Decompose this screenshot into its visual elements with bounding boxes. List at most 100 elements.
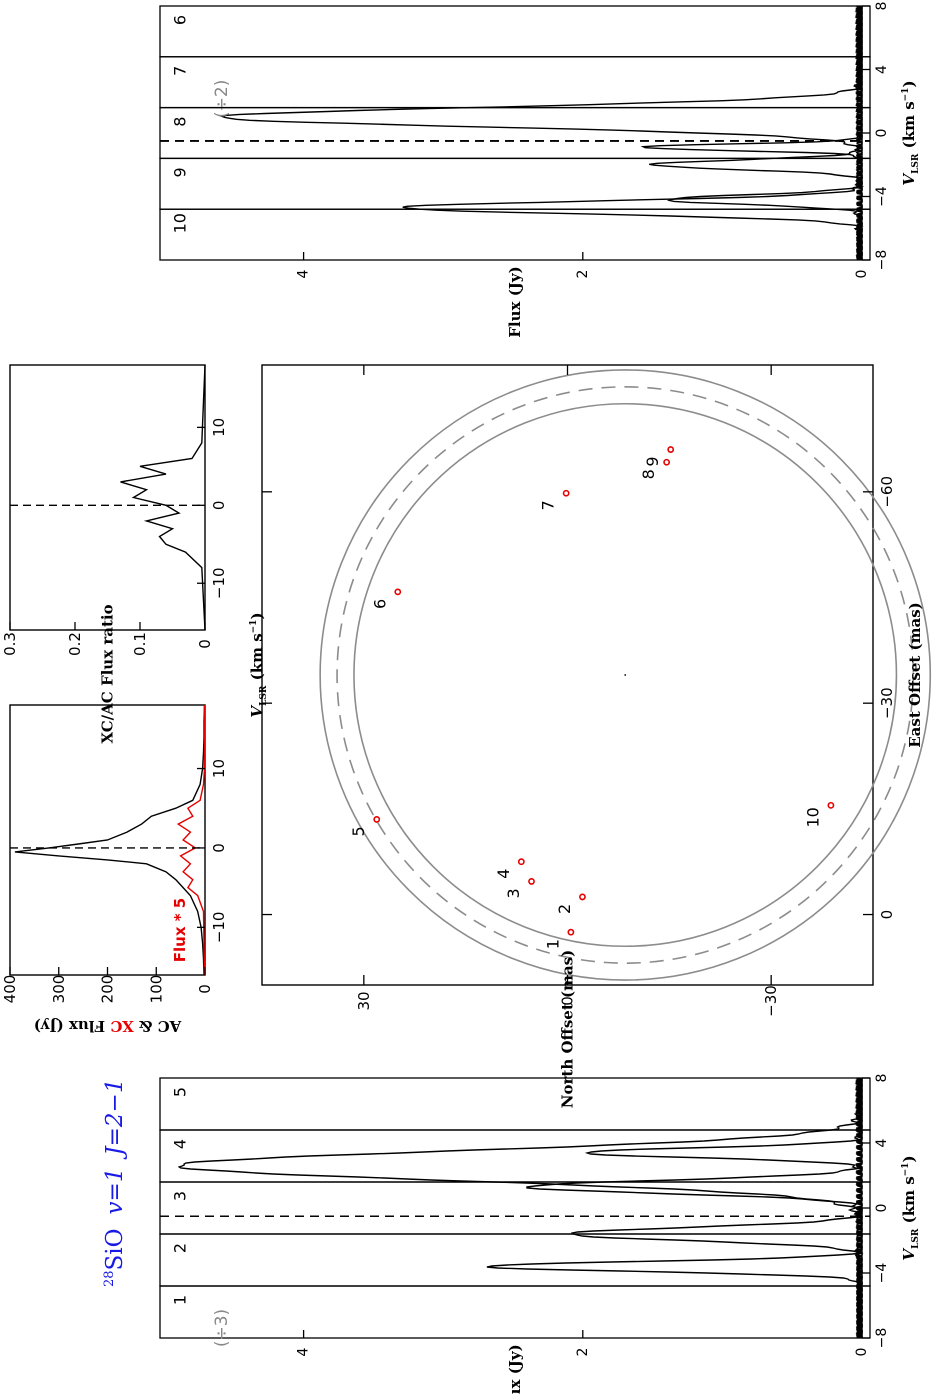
vel-tick-label: 4 bbox=[874, 1138, 890, 1147]
spot-8 bbox=[663, 458, 671, 466]
spot-label-6: 6 bbox=[370, 599, 389, 609]
panel-label-1: 1 bbox=[171, 1295, 190, 1305]
spectrum-panel-5: 5 bbox=[159, 1077, 871, 1339]
maser-spots: 1 2 3 4 5 6 7 8 9 10 bbox=[349, 446, 835, 949]
spectrum-panel-4: 4 bbox=[159, 1078, 871, 1338]
flux-tick-label: 400 bbox=[1, 975, 19, 1004]
panel-label-9: 9 bbox=[171, 167, 190, 177]
spectra-column-right: 6 7 (÷2) 8 9 10 −8 −4 0 4 8 0 2 4 Flux (Jy) VLSR (km s−… bbox=[159, 2, 921, 338]
vel-tick-label: 0 bbox=[874, 1204, 890, 1213]
vel-tick-label: −10 bbox=[210, 567, 228, 599]
spectrum-panel-10: 10 bbox=[159, 5, 871, 261]
spot-label-5: 5 bbox=[349, 826, 368, 836]
north-axis-label: North Offset (mas) bbox=[559, 950, 577, 1108]
panel-frame bbox=[159, 1077, 871, 1131]
spectrum-line bbox=[177, 1077, 863, 1339]
panel-frame bbox=[159, 56, 871, 109]
ratio-tick-label: 0.1 bbox=[131, 632, 149, 656]
panel-label-10: 10 bbox=[171, 213, 190, 233]
spot-label-1: 1 bbox=[543, 939, 562, 949]
figure-title-text: 28SiOv=1J=2−1 bbox=[102, 1079, 128, 1287]
spot-3 bbox=[528, 878, 535, 885]
figure-title: 28SiOv=1J=2−1 bbox=[102, 1079, 128, 1287]
vlsr-axis-label: VLSR (km s−1) bbox=[248, 612, 269, 717]
panel-frame bbox=[159, 1285, 871, 1339]
spectra-column-left-velocity-ticks: −8 −4 0 4 8 bbox=[862, 1074, 890, 1349]
spectra-column-left-flux-ticks: 0 2 4 bbox=[296, 1330, 870, 1356]
flux-tick-label: 0 bbox=[854, 1348, 870, 1357]
vel-tick-label: 4 bbox=[874, 65, 890, 74]
spectrum-line bbox=[402, 5, 864, 261]
spectrum-panel-3: 3 bbox=[159, 1078, 871, 1338]
star-center bbox=[624, 674, 627, 676]
flux-note: Flux * 5 bbox=[171, 898, 189, 962]
spectrum-line bbox=[219, 6, 864, 260]
vel-tick-label: 8 bbox=[874, 1074, 890, 1083]
ratio-tick-label: 0 bbox=[196, 639, 214, 649]
panel-frame bbox=[159, 5, 871, 58]
spot-4 bbox=[517, 858, 525, 866]
spot-label-3: 3 bbox=[504, 888, 523, 898]
spot-9 bbox=[667, 446, 675, 453]
spot-label-10: 10 bbox=[803, 807, 822, 827]
panel-frame bbox=[159, 1181, 871, 1235]
east-axis-label: East Offset (mas) bbox=[906, 602, 924, 748]
flux-tick-label: 300 bbox=[50, 975, 68, 1004]
spot-label-9: 9 bbox=[643, 456, 662, 466]
ratio-panel: 0 0.1 0.2 0.3 −10 0 10 XC/AC Flux ratio VLSR (km… bbox=[1, 364, 269, 744]
flux-tick-label: 200 bbox=[99, 975, 117, 1004]
flux-tick-label: 4 bbox=[296, 1347, 312, 1356]
vlsr-axis-label: VLSR (km s−1) bbox=[900, 1155, 921, 1260]
spot-label-2: 2 bbox=[555, 904, 574, 914]
spectra-column-left: 5 4 3 2 1 (÷3) −8 −4 0 4 8 0 2 4 Flux (Jy) VLSR (km s−1… bbox=[159, 1074, 921, 1394]
spot-5 bbox=[373, 816, 381, 823]
vel-tick-label: 0 bbox=[210, 843, 228, 853]
spectra-column-right-velocity-ticks: −8 −4 0 4 8 bbox=[862, 2, 890, 271]
spectrum-panel-2: 2 bbox=[159, 1077, 871, 1338]
map-ticks: 0 −30 −60 30 0 −30 bbox=[262, 365, 896, 1017]
vel-tick-label: −8 bbox=[874, 1328, 890, 1349]
ratio-axis-label: XC/AC Flux ratio bbox=[99, 604, 117, 743]
vel-tick-label: −4 bbox=[874, 186, 890, 207]
ratio-line bbox=[120, 364, 206, 631]
spectra-column-right-flux-ticks: 0 2 4 bbox=[296, 252, 870, 278]
spot-map: 0 −30 −60 30 0 −30 East Offset (mas) North Offs… bbox=[261, 364, 932, 1108]
vel-tick-label: 0 bbox=[210, 501, 228, 511]
panel-label-3: 3 bbox=[171, 1191, 190, 1201]
panel-frame bbox=[159, 1233, 871, 1287]
spot-1 bbox=[567, 928, 575, 936]
north-tick-label: −30 bbox=[762, 985, 780, 1017]
vlsr-axis-label: VLSR (km s−1) bbox=[900, 80, 921, 185]
east-tick-label: 0 bbox=[878, 910, 896, 920]
east-tick-label: −30 bbox=[878, 687, 896, 719]
vel-tick-label: 0 bbox=[874, 129, 890, 138]
spot-label-8: 8 bbox=[639, 469, 658, 479]
ring-solid bbox=[353, 402, 898, 948]
spectrum-panel-7: 7 (÷2) bbox=[159, 6, 871, 260]
xc-flux-line bbox=[176, 705, 206, 976]
north-tick-label: 30 bbox=[355, 991, 373, 1010]
scale-factor-label: (÷2) bbox=[212, 80, 232, 118]
spot-label-4: 4 bbox=[494, 869, 513, 879]
panel-label-5: 5 bbox=[171, 1087, 190, 1097]
flux-tick-label: 0 bbox=[854, 270, 870, 279]
vel-tick-label: −10 bbox=[210, 912, 228, 944]
ratio-frame bbox=[9, 364, 206, 631]
panel-label-6: 6 bbox=[171, 15, 190, 25]
ring-solid bbox=[319, 369, 932, 981]
vel-tick-label: −8 bbox=[874, 250, 890, 271]
panel-frame bbox=[159, 208, 871, 261]
spectrum-line bbox=[570, 1078, 864, 1338]
flux-tick-label: 2 bbox=[575, 1348, 591, 1357]
ratio-tick-label: 0.2 bbox=[66, 632, 84, 656]
spectrum-line bbox=[526, 1077, 863, 1339]
vel-tick-label: 10 bbox=[210, 418, 228, 437]
flux-tick-label: 0 bbox=[196, 984, 214, 994]
spot-10 bbox=[827, 801, 835, 809]
vel-tick-label: 10 bbox=[210, 759, 228, 778]
flux-axis-label: Flux (Jy) bbox=[506, 1344, 524, 1394]
spot-label-7: 7 bbox=[539, 500, 558, 510]
flux-axis-label: Flux (Jy) bbox=[506, 266, 524, 337]
spectrum-panel-8: 8 bbox=[159, 6, 871, 260]
flux-axis-label: AC & XC Flux (Jy) bbox=[34, 1017, 183, 1035]
